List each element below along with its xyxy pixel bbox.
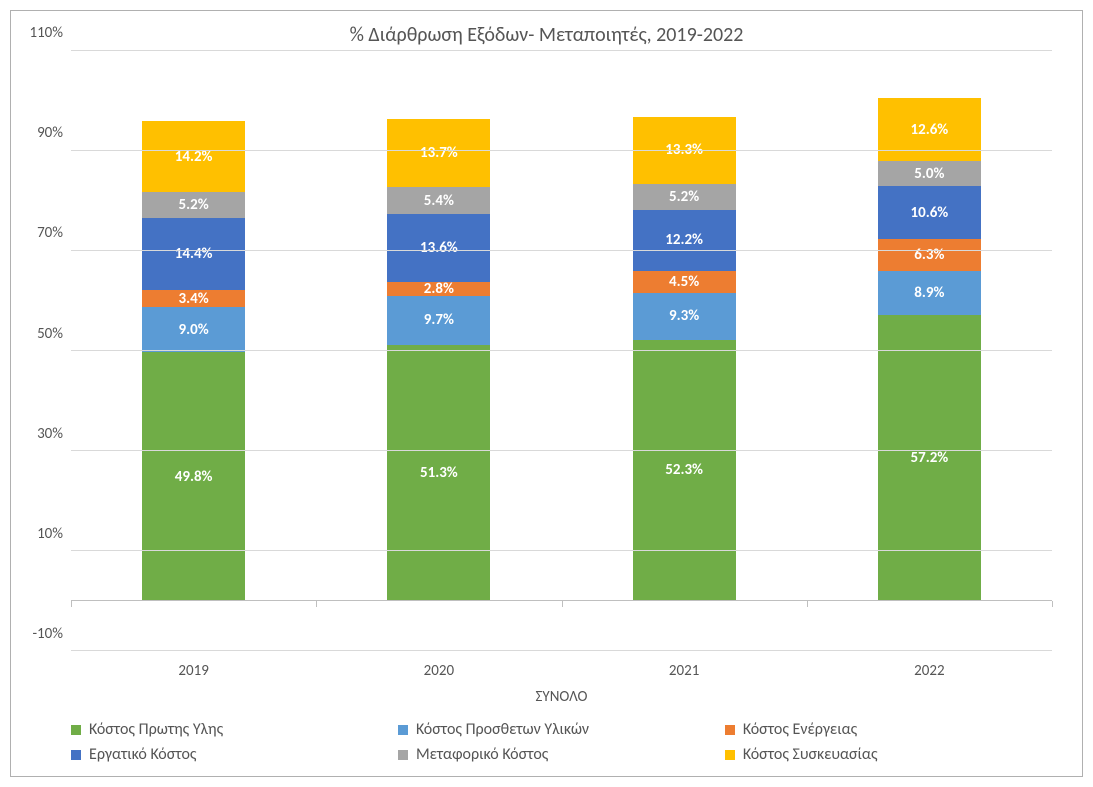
y-tick-label: -10%: [32, 625, 63, 643]
bar: 51.3%9.7%2.8%13.6%5.4%13.7%: [387, 51, 490, 651]
x-tick-mark: [1052, 601, 1053, 607]
bar-segment: 8.9%: [878, 271, 981, 316]
bar-segment: 2.8%: [387, 282, 490, 296]
bar: 57.2%8.9%6.3%10.6%5.0%12.6%: [878, 51, 981, 651]
grid-line: [71, 50, 1052, 51]
bar-segment: 5.0%: [878, 161, 981, 186]
grid-line: [71, 450, 1052, 451]
plot-area: 49.8%9.0%3.4%14.4%5.2%14.2%51.3%9.7%2.8%…: [71, 51, 1052, 652]
legend-swatch: [725, 750, 735, 760]
legend-label: Εργατικό Κόστος: [89, 745, 196, 764]
chart-frame: % Διάρθρωση Εξόδων- Μεταποιητές, 2019-20…: [10, 10, 1083, 777]
legend-label: Κόστος Ενέργειας: [743, 720, 857, 739]
legend-item: Μεταφορικό Κόστος: [398, 745, 725, 764]
baseline-spacer: [142, 601, 245, 651]
bar-segment: 6.3%: [878, 239, 981, 271]
x-axis-label: 2020: [316, 652, 561, 680]
grid-line: [71, 250, 1052, 251]
bar-segment: 57.2%: [878, 315, 981, 601]
x-axis-label: 2021: [562, 652, 807, 680]
grid-line: [71, 150, 1052, 151]
y-axis: -10%10%30%50%70%90%110%: [11, 51, 71, 652]
bar-segment: 49.8%: [142, 352, 245, 601]
x-axis-labels: 2019202020212022: [71, 652, 1052, 680]
y-tick-label: 30%: [37, 425, 63, 443]
legend-label: Κόστος Συσκευασίας: [743, 745, 878, 764]
legend-swatch: [71, 750, 81, 760]
grid-line: [71, 650, 1052, 651]
bar-segment: 14.4%: [142, 218, 245, 290]
y-tick-label: 90%: [37, 124, 63, 142]
bars-layer: 49.8%9.0%3.4%14.4%5.2%14.2%51.3%9.7%2.8%…: [71, 51, 1052, 651]
bar-segment: 9.7%: [387, 296, 490, 345]
baseline-spacer: [878, 601, 981, 651]
x-axis-label: 2019: [71, 652, 316, 680]
bar-segment: 12.2%: [633, 210, 736, 271]
baseline-spacer: [387, 601, 490, 651]
legend-item: Κόστος Ενέργειας: [725, 720, 1052, 739]
bar-segment: 52.3%: [633, 340, 736, 602]
bar-segment: 5.4%: [387, 187, 490, 214]
legend-item: Εργατικό Κόστος: [71, 745, 398, 764]
plot-zone: -10%10%30%50%70%90%110% 49.8%9.0%3.4%14.…: [11, 51, 1082, 652]
x-tick-mark: [316, 601, 317, 607]
bar-segment: 13.7%: [387, 119, 490, 188]
y-tick-label: 50%: [37, 325, 63, 343]
y-tick-label: 70%: [37, 224, 63, 242]
bar-slot: 51.3%9.7%2.8%13.6%5.4%13.7%: [316, 51, 561, 651]
bar: 52.3%9.3%4.5%12.2%5.2%13.3%: [633, 51, 736, 651]
legend-label: Κόστος Πρωτης Υλης: [89, 720, 223, 739]
legend-label: Κόστος Προσθετων Υλικών: [416, 720, 589, 739]
x-tick-mark: [562, 601, 563, 607]
y-tick-label: 10%: [37, 525, 63, 543]
y-tick-label: 110%: [29, 24, 63, 42]
x-axis-caption: ΣΥΝΟΛΟ: [71, 680, 1052, 706]
legend-item: Κόστος Προσθετων Υλικών: [398, 720, 725, 739]
legend-swatch: [398, 750, 408, 760]
legend-swatch: [398, 725, 408, 735]
legend-swatch: [725, 725, 735, 735]
bar-segment: 9.3%: [633, 293, 736, 340]
bar-segment: 13.6%: [387, 214, 490, 282]
bar-segment: 5.2%: [633, 184, 736, 210]
bar-segment: 3.4%: [142, 290, 245, 307]
bar-slot: 49.8%9.0%3.4%14.4%5.2%14.2%: [71, 51, 316, 651]
bar-segment: 4.5%: [633, 271, 736, 294]
legend-item: Κόστος Συσκευασίας: [725, 745, 1052, 764]
bar-segment: 5.2%: [142, 192, 245, 218]
bar-slot: 52.3%9.3%4.5%12.2%5.2%13.3%: [562, 51, 807, 651]
bar-segment: 12.6%: [878, 98, 981, 161]
bar-segment: 51.3%: [387, 345, 490, 602]
bar-segment: 9.0%: [142, 307, 245, 352]
chart-outer: % Διάρθρωση Εξόδων- Μεταποιητές, 2019-20…: [0, 0, 1093, 787]
baseline-spacer: [633, 601, 736, 651]
x-tick-mark: [807, 601, 808, 607]
grid-line: [71, 550, 1052, 551]
bar: 49.8%9.0%3.4%14.4%5.2%14.2%: [142, 51, 245, 651]
x-axis-label: 2022: [807, 652, 1052, 680]
x-tick-mark: [71, 601, 72, 607]
bar-segment: 10.6%: [878, 186, 981, 239]
x-axis: 2019202020212022 ΣΥΝΟΛΟ: [11, 652, 1082, 712]
chart-title: % Διάρθρωση Εξόδων- Μεταποιητές, 2019-20…: [11, 11, 1082, 51]
legend-item: Κόστος Πρωτης Υλης: [71, 720, 398, 739]
legend-label: Μεταφορικό Κόστος: [416, 745, 548, 764]
legend: Κόστος Πρωτης Υλης Κόστος Προσθετων Υλικώ…: [11, 712, 1082, 776]
grid-line: [71, 350, 1052, 351]
bar-slot: 57.2%8.9%6.3%10.6%5.0%12.6%: [807, 51, 1052, 651]
legend-swatch: [71, 725, 81, 735]
bar-segment: 14.2%: [142, 121, 245, 192]
